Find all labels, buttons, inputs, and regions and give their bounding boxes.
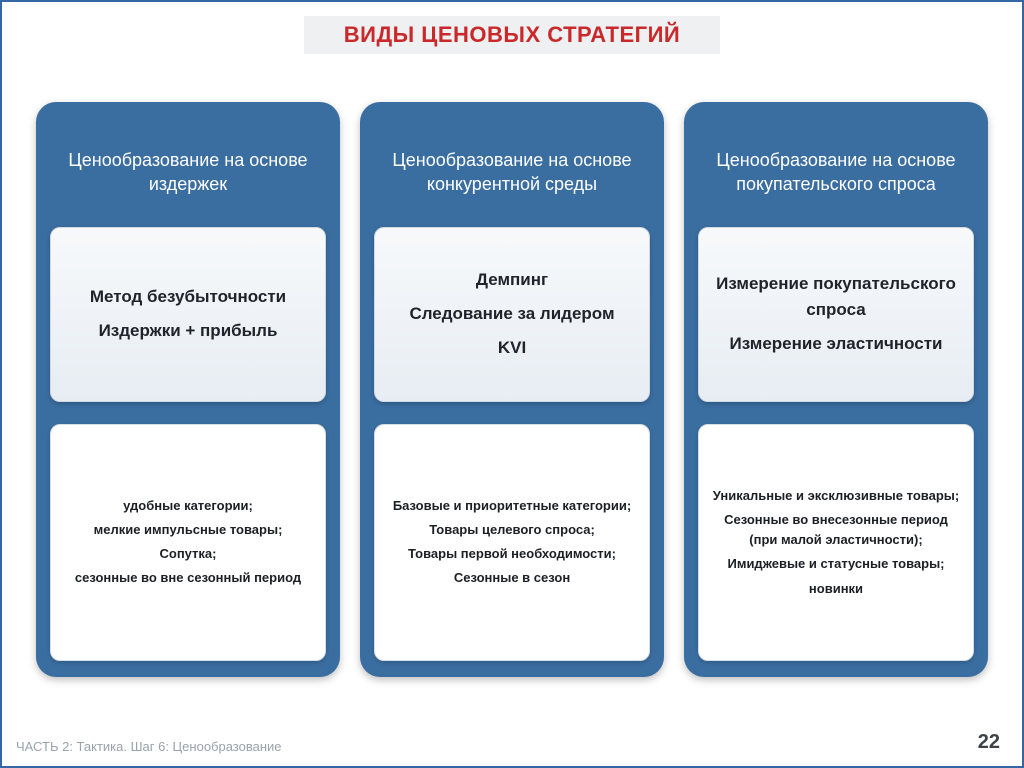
column-competition-based: Ценообразование на основе конкурентной с… bbox=[360, 102, 664, 677]
category-item: Сезонные во внесезонные период (при мало… bbox=[709, 510, 963, 550]
methods-card: Метод безубыточности Издержки + прибыль bbox=[50, 227, 326, 402]
method-item: Демпинг bbox=[387, 267, 637, 293]
breadcrumb: ЧАСТЬ 2: Тактика. Шаг 6: Ценообразование bbox=[16, 739, 282, 754]
page-title: ВИДЫ ЦЕНОВЫХ СТРАТЕГИЙ bbox=[344, 22, 681, 48]
category-item: мелкие импульсные товары; bbox=[61, 520, 315, 540]
column-header: Ценообразование на основе конкурентной с… bbox=[374, 116, 650, 227]
category-item: Базовые и приоритетные категории; bbox=[385, 496, 639, 516]
category-item: Имиджевые и статусные товары; bbox=[709, 554, 963, 574]
category-item: Сезонные в сезон bbox=[385, 568, 639, 588]
method-item: Измерение эластичности bbox=[711, 331, 961, 357]
title-wrap: ВИДЫ ЦЕНОВЫХ СТРАТЕГИЙ bbox=[2, 2, 1022, 54]
page-number: 22 bbox=[978, 731, 1000, 754]
method-item: KVI bbox=[387, 335, 637, 361]
method-item: Измерение покупательского спроса bbox=[711, 271, 961, 324]
category-item: Сопутка; bbox=[61, 544, 315, 564]
category-item: новинки bbox=[709, 579, 963, 599]
method-item: Издержки + прибыль bbox=[63, 318, 313, 344]
column-demand-based: Ценообразование на основе покупательског… bbox=[684, 102, 988, 677]
methods-card: Демпинг Следование за лидером KVI bbox=[374, 227, 650, 402]
categories-card: Уникальные и эксклюзивные товары; Сезонн… bbox=[698, 424, 974, 661]
columns-container: Ценообразование на основе издержек Метод… bbox=[2, 54, 1022, 677]
category-item: Уникальные и эксклюзивные товары; bbox=[709, 486, 963, 506]
method-item: Следование за лидером bbox=[387, 301, 637, 327]
category-item: Товары целевого спроса; bbox=[385, 520, 639, 540]
column-header: Ценообразование на основе издержек bbox=[50, 116, 326, 227]
method-item: Метод безубыточности bbox=[63, 284, 313, 310]
column-cost-based: Ценообразование на основе издержек Метод… bbox=[36, 102, 340, 677]
categories-card: удобные категории; мелкие импульсные тов… bbox=[50, 424, 326, 661]
title-bg: ВИДЫ ЦЕНОВЫХ СТРАТЕГИЙ bbox=[304, 16, 721, 54]
methods-card: Измерение покупательского спроса Измерен… bbox=[698, 227, 974, 402]
category-item: Товары первой необходимости; bbox=[385, 544, 639, 564]
category-item: удобные категории; bbox=[61, 496, 315, 516]
category-item: сезонные во вне сезонный период bbox=[61, 568, 315, 588]
slide-page: ВИДЫ ЦЕНОВЫХ СТРАТЕГИЙ Ценообразование н… bbox=[0, 0, 1024, 768]
categories-card: Базовые и приоритетные категории; Товары… bbox=[374, 424, 650, 661]
column-header: Ценообразование на основе покупательског… bbox=[698, 116, 974, 227]
